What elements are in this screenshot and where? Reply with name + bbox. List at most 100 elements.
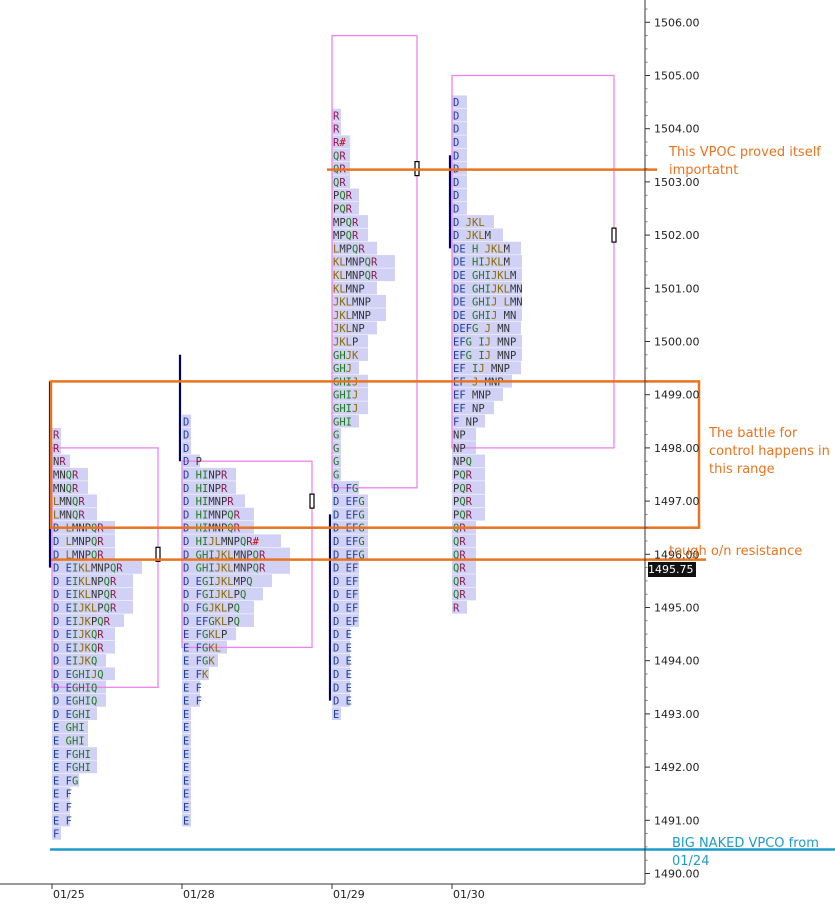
- volume-bar: [182, 560, 290, 574]
- tpo-row: E F: [53, 815, 72, 827]
- volume-bar: [452, 201, 467, 215]
- price-tick-label: 1501.00: [654, 282, 700, 295]
- volume-bar: [52, 614, 124, 627]
- value-area-box: [181, 460, 313, 649]
- volume-bar: [452, 294, 522, 308]
- battle-range-box: [49, 380, 701, 529]
- volume-bar: [332, 534, 368, 548]
- volume-bar: [182, 654, 218, 667]
- naked-vpoc-annotation: BIG NAKED VPCO from 01/24: [672, 836, 819, 869]
- tpo-row: QR: [453, 576, 466, 588]
- price-tick-label: 1505.00: [654, 70, 700, 83]
- tpo-row: NP: [453, 430, 466, 442]
- tpo-row: R: [53, 443, 60, 455]
- tpo-row: NR: [53, 456, 66, 468]
- tpo-row: E F: [183, 696, 202, 708]
- tpo-row: E FGHI: [53, 762, 91, 774]
- tpo-row: D LMNPQR: [53, 549, 104, 561]
- tpo-row: D EF: [333, 603, 358, 615]
- tpo-row: DE GHIJKLMN: [453, 283, 523, 295]
- volume-bar: [452, 414, 485, 428]
- volume-bar: [52, 560, 142, 574]
- tpo-row: D EIKLNPQR: [53, 589, 117, 601]
- tpo-row: G: [333, 470, 339, 482]
- tpo-row: E: [183, 815, 189, 827]
- tpo-row: D EFG: [333, 496, 365, 508]
- tpo-row: EFG IJ MNP: [453, 337, 516, 349]
- volume-bar: [332, 334, 368, 348]
- volume-bar: [452, 122, 467, 135]
- tpo-row: D E: [333, 682, 352, 694]
- tpo-row: QR: [453, 563, 466, 575]
- tpo-row: E: [183, 722, 189, 734]
- volume-bar: [332, 600, 359, 614]
- volume-bar: [182, 614, 254, 627]
- volume-bar: [332, 654, 350, 667]
- price-tick-label: 1498.00: [654, 442, 700, 455]
- tpo-row: D EGIJKLMPQ: [183, 576, 253, 588]
- volume-bar: [452, 268, 522, 282]
- tpo-row: D E: [333, 629, 352, 641]
- volume-bar: [52, 800, 70, 814]
- tpo-row: D EFGKLPQ: [183, 616, 240, 628]
- value-area-box: [331, 34, 418, 489]
- tpo-row: E F: [53, 789, 72, 801]
- volume-bar: [52, 481, 88, 494]
- tpo-row: R: [333, 110, 340, 122]
- tpo-row: MNQR: [53, 483, 79, 495]
- volume-bar: [52, 813, 70, 827]
- volume-bar: [332, 308, 386, 322]
- tpo-row: D: [183, 416, 189, 428]
- volume-bar: [52, 760, 97, 774]
- volume-bar: [332, 228, 368, 242]
- tpo-row: GHIJ: [333, 403, 358, 415]
- tpo-row: JKLMNP: [333, 310, 371, 322]
- tpo-row: D JKLM: [453, 230, 491, 242]
- volume-bar: [332, 215, 368, 228]
- tpo-row: E FGKL: [183, 642, 221, 654]
- tpo-row: D EGHIQ: [53, 682, 97, 694]
- date-label: 01/28: [183, 888, 215, 901]
- tpo-row: F: [53, 829, 59, 841]
- volume-bar: [452, 215, 494, 228]
- tpo-row: D HIMNPQR: [183, 509, 241, 521]
- tpo-row: E: [183, 736, 189, 748]
- volume-bar: [452, 454, 485, 468]
- tpo-row: NPQ: [453, 456, 472, 468]
- tpo-row: E F: [183, 682, 202, 694]
- volume-bar: [182, 414, 191, 428]
- tpo-row: QR: [453, 536, 466, 548]
- volume-bar: [52, 600, 133, 614]
- volume-bar: [452, 547, 476, 561]
- tpo-row: D EGHIQ: [53, 696, 97, 708]
- volume-bar: [332, 427, 341, 441]
- volume-bar: [332, 241, 377, 255]
- tpo-row: D P: [183, 456, 202, 468]
- tpo-row: E FGKLP: [183, 629, 227, 641]
- volume-bar: [332, 667, 350, 681]
- volume-bar: [452, 467, 485, 481]
- volume-bar: [452, 188, 467, 202]
- tpo-row: JKLP: [333, 337, 358, 349]
- volume-bar: [182, 534, 281, 548]
- tpo-row: D EF: [333, 589, 358, 601]
- tpo-row: E: [183, 749, 189, 761]
- resistance-annotation: tough o/n resistance: [669, 544, 803, 559]
- volume-bar: [52, 427, 61, 441]
- volume-bar: [332, 361, 359, 375]
- price-tick-label: 1499.00: [654, 389, 700, 402]
- tpo-row: NP: [453, 443, 466, 455]
- price-tick-label: 1492.00: [654, 761, 700, 774]
- volume-bar: [452, 600, 467, 614]
- volume-bar: [332, 707, 341, 721]
- poc-marker: [611, 227, 617, 243]
- tpo-row: KLMNP: [333, 283, 365, 295]
- tpo-row: D: [453, 150, 459, 162]
- tpo-row: G: [333, 430, 339, 442]
- volume-bar: [182, 587, 263, 601]
- price-tick-label: 1503.00: [654, 176, 700, 189]
- tpo-row: G: [333, 456, 339, 468]
- tpo-row: E: [183, 775, 189, 787]
- volume-bar: [182, 547, 290, 561]
- tpo-row: PQR: [453, 470, 473, 482]
